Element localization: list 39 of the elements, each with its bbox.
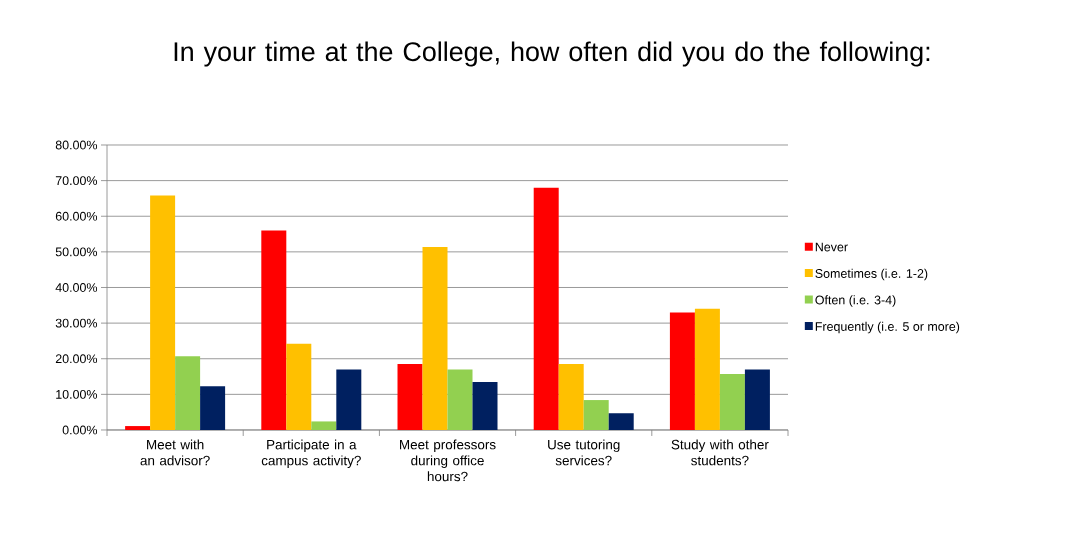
x-tick-label: Use tutoring services? (548, 439, 620, 466)
legend-label: Often (i.e. 3-4) (815, 295, 896, 307)
bar (175, 356, 201, 430)
y-tick-label: 40.00% (55, 283, 98, 292)
bar (397, 364, 423, 430)
bar (261, 230, 287, 430)
y-tick-label: 0.00% (62, 425, 98, 435)
bar (286, 343, 312, 430)
bar (608, 413, 634, 430)
y-tick-label: 50.00% (55, 247, 98, 257)
x-tick-label: Meet professors during office hours? (400, 439, 496, 482)
bar (422, 246, 448, 430)
x-tick-label: Study with other students? (671, 439, 769, 466)
bar (669, 312, 695, 430)
bar (744, 369, 770, 430)
bar (472, 381, 498, 430)
bar (558, 364, 584, 430)
y-tick-label: 30.00% (55, 318, 98, 328)
bar (583, 400, 609, 430)
y-tick-label: 20.00% (55, 354, 98, 364)
bar (719, 374, 745, 430)
legend-label: Frequently (i.e. 5 or more) (815, 321, 960, 334)
bar (200, 386, 226, 430)
legend-label: Sometimes (i.e. 1-2) (815, 268, 928, 281)
x-tick-label: Meet with an advisor? (140, 439, 210, 466)
y-tick-label: 80.00% (55, 140, 98, 150)
bar (533, 187, 559, 430)
y-tick-label: 60.00% (55, 211, 98, 221)
bar (311, 421, 337, 430)
x-tick-label: Participate in a campus activity? (261, 439, 361, 468)
y-tick-label: 70.00% (55, 176, 98, 186)
y-tick-label: 10.00% (56, 389, 98, 399)
legend-label: Never (815, 242, 848, 252)
bar (150, 195, 176, 430)
bar (694, 308, 720, 430)
chart-title: In your time at the College, how often did you do the following: (174, 41, 930, 67)
bar (336, 369, 362, 430)
bar (447, 369, 473, 430)
bar (125, 426, 151, 430)
